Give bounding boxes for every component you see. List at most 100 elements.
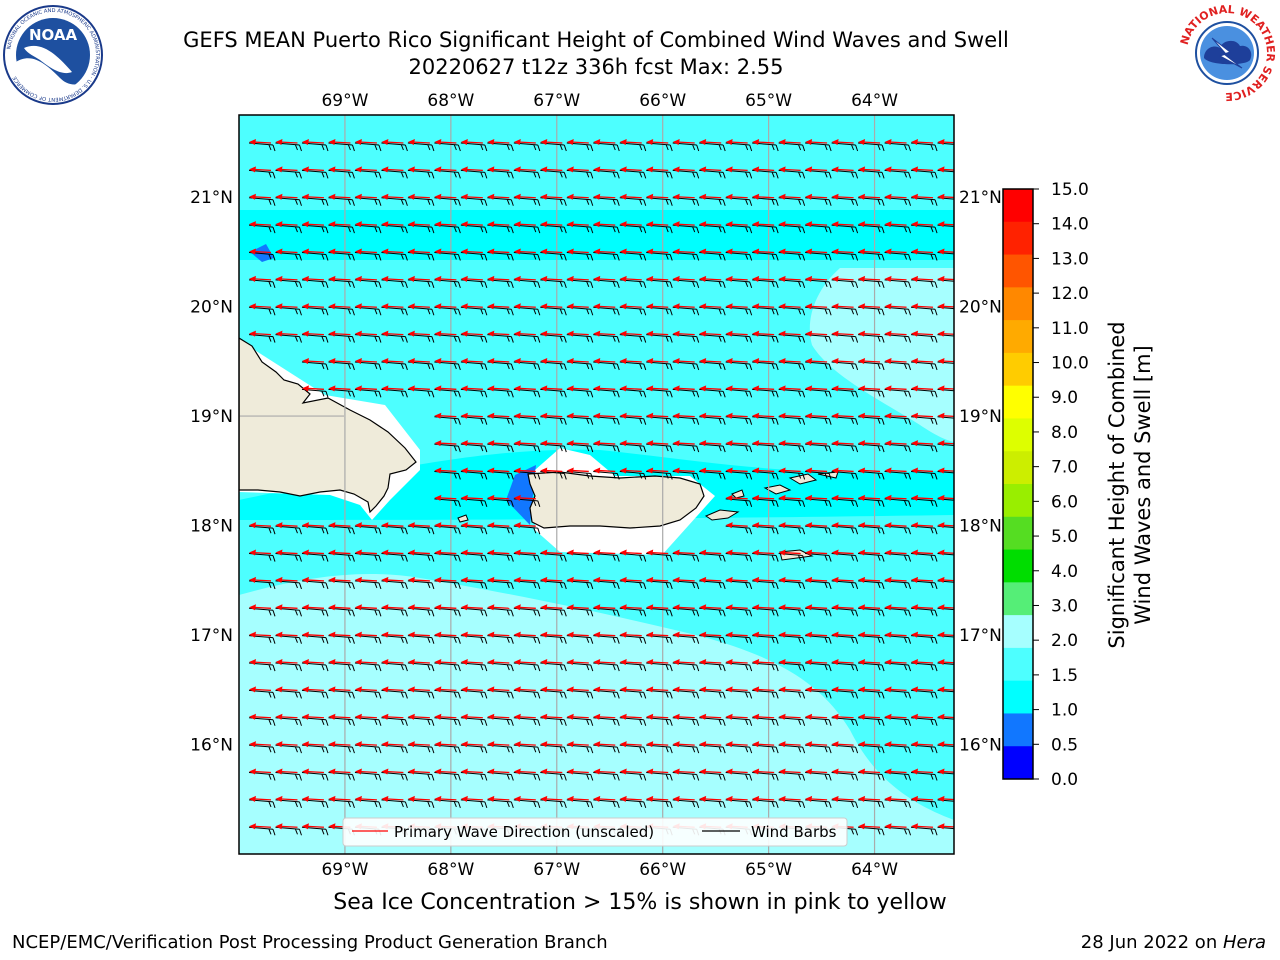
wave-arrow: [566, 275, 594, 289]
colorbar-tick-label: 0.0: [1051, 770, 1078, 790]
wave-arrow: [540, 166, 567, 179]
wave-arrow: [487, 440, 514, 453]
wave-arrow: [593, 139, 620, 152]
wave-arrow: [328, 248, 355, 261]
lat-label-right: 16°N: [959, 736, 1002, 756]
wave-arrow: [805, 576, 832, 590]
wave-arrow: [328, 713, 355, 726]
wave-arrow: [725, 221, 753, 234]
wave-arrow: [487, 522, 514, 535]
wave-arrow: [275, 713, 302, 726]
wave-arrow: [407, 549, 435, 562]
wave-arrow: [805, 467, 832, 480]
wave-arrow: [248, 549, 276, 562]
wave-arrow: [778, 139, 806, 152]
wave-arrow: [434, 193, 461, 206]
lon-label-top: 69°W: [321, 91, 368, 111]
wave-arrow: [884, 330, 912, 343]
wave-arrow: [725, 494, 753, 507]
footer-date-text: 28 Jun 2022 on: [1080, 932, 1223, 953]
wave-arrow: [646, 713, 673, 726]
wave-arrow: [487, 385, 514, 398]
wave-arrow: [248, 139, 276, 152]
wave-arrow: [248, 686, 276, 699]
wave-arrow: [831, 576, 859, 590]
wave-arrow: [487, 713, 514, 726]
wave-arrow: [672, 193, 700, 206]
wave-arrow: [248, 795, 276, 809]
colorbar-tick-label: 7.0: [1051, 458, 1078, 478]
wave-arrow: [831, 467, 859, 480]
wave-arrow: [672, 741, 700, 754]
wave-arrow: [487, 686, 514, 699]
wave-arrow: [328, 385, 355, 398]
wave-arrow: [328, 631, 355, 644]
wave-arrow: [619, 275, 647, 289]
colorbar-tick-label: 9.0: [1051, 388, 1078, 408]
colorbar-segment: [1003, 484, 1033, 518]
wave-arrow: [725, 576, 753, 590]
lat-label-left: 19°N: [190, 407, 233, 427]
wave-arrow: [937, 576, 954, 583]
wave-arrow: [487, 467, 514, 480]
lon-label-bottom: 68°W: [427, 860, 474, 880]
wave-arrow: [460, 522, 488, 535]
wave-arrow: [699, 631, 726, 644]
wave-arrow: [407, 248, 435, 261]
wave-arrow: [354, 303, 382, 316]
wave-arrow: [805, 412, 832, 425]
wave-arrow: [275, 768, 302, 781]
wave-arrow: [725, 631, 753, 644]
wave-arrow: [593, 741, 620, 754]
wave-arrow: [248, 221, 276, 234]
wave-arrow: [328, 139, 355, 152]
wave-arrow: [566, 248, 594, 261]
wave-arrow: [248, 741, 276, 754]
wave-arrow: [937, 686, 954, 693]
wave-arrow: [858, 385, 885, 398]
wave-arrow: [248, 330, 276, 343]
wave-arrow: [672, 713, 700, 726]
wave-arrow: [301, 357, 329, 371]
wave-arrow: [910, 357, 938, 371]
wave-arrow: [752, 686, 779, 699]
wave-arrow: [434, 221, 461, 234]
wave-arrow: [884, 303, 912, 316]
wave-arrow: [460, 576, 488, 590]
wave-arrow: [910, 166, 938, 179]
wave-arrow: [831, 795, 859, 809]
wave-arrow: [725, 303, 753, 316]
wave-arrow: [407, 330, 435, 343]
wave-arrow: [434, 440, 461, 453]
wave-arrow: [646, 659, 673, 672]
wave-arrow: [910, 686, 938, 699]
wave-arrow: [858, 248, 885, 261]
wave-arrow: [619, 549, 647, 562]
colorbar-segment: [1003, 582, 1033, 616]
lat-lon-grid: [239, 115, 876, 854]
wave-arrow: [752, 659, 779, 672]
wave-arrow: [831, 166, 859, 179]
wave-arrow: [910, 467, 938, 480]
wave-arrow: [752, 221, 779, 234]
wave-arrow: [301, 741, 329, 754]
wave-arrow: [275, 193, 302, 206]
wave-arrow: [460, 467, 488, 480]
wave-arrow: [407, 275, 435, 289]
wave-arrow: [593, 303, 620, 316]
wave-arrow: [725, 248, 753, 261]
wave-arrow: [566, 768, 594, 781]
wave-arrow: [407, 631, 435, 644]
wave-arrow: [540, 193, 567, 206]
low-wave-patch: [506, 465, 536, 525]
wave-arrow: [646, 631, 673, 644]
wave-arrow: [328, 604, 355, 617]
legend-barb-label: Wind Barbs: [751, 823, 837, 841]
wave-arrow: [619, 412, 647, 425]
colorbar-tick-label: 8.0: [1051, 423, 1078, 443]
wave-arrow: [434, 467, 461, 480]
wave-arrow: [381, 221, 408, 234]
wave-arrow: [619, 467, 647, 480]
wave-arrow: [884, 494, 912, 507]
wave-arrow: [725, 768, 753, 781]
